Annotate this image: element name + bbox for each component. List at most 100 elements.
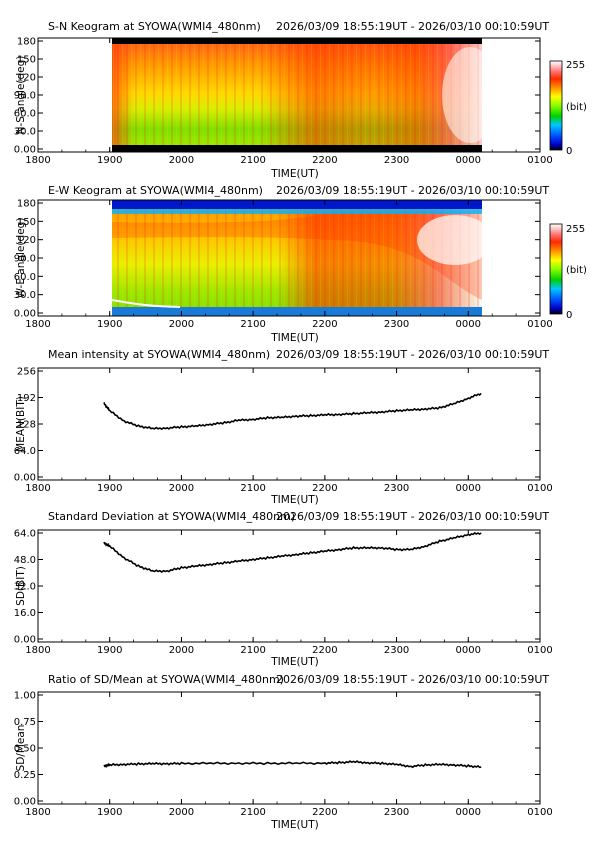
- y-tick-label: 60.0: [14, 109, 36, 120]
- x-tick-label: 0000: [456, 155, 481, 166]
- ratio-frame: [37, 691, 541, 805]
- x-tick-label: 0100: [527, 155, 552, 166]
- x-tick-label: 1900: [97, 807, 122, 818]
- x-tick-label: 0000: [456, 483, 481, 494]
- x-tick-label: 2200: [312, 319, 337, 330]
- y-tick-label: 192: [17, 393, 36, 404]
- x-tick-label: 2200: [312, 807, 337, 818]
- x-tick-label: 1900: [97, 645, 122, 656]
- series-line: [103, 392, 482, 431]
- x-tick-label: 2200: [312, 155, 337, 166]
- x-tick-label: 1900: [97, 319, 122, 330]
- y-tick-label: 0.00: [14, 309, 36, 320]
- ratio-time-range: 2026/03/09 18:55:19UT - 2026/03/10 00:10…: [276, 673, 549, 686]
- x-tick-label: 2100: [240, 807, 265, 818]
- x-tick-label: 1800: [25, 807, 50, 818]
- mean-ylabel: MEAN(BIT): [15, 396, 27, 452]
- y-tick-label: 48.0: [14, 555, 36, 566]
- x-tick-label: 2100: [240, 645, 265, 656]
- ew-keogram-title: E-W Keogram at SYOWA(WMI4_480nm): [48, 184, 263, 197]
- mean-xlabel: TIME(UT): [270, 494, 319, 506]
- ew-colorbar: [549, 223, 563, 315]
- y-tick-label: 0.75: [14, 717, 36, 728]
- sn-colorbar-unit-label: (bit): [566, 102, 587, 113]
- x-tick-label: 1800: [25, 645, 50, 656]
- x-tick-label: 2000: [169, 319, 194, 330]
- x-tick-label: 2300: [384, 483, 409, 494]
- y-tick-label: 30.0: [14, 127, 36, 138]
- x-tick-label: 2000: [169, 483, 194, 494]
- y-tick-label: 120: [17, 235, 36, 246]
- y-tick-label: 16.0: [14, 608, 36, 619]
- y-tick-label: 30.0: [14, 290, 36, 301]
- sn-colorbar-min-label: 0: [566, 146, 572, 157]
- series-line: [103, 531, 482, 573]
- x-tick-label: 0000: [456, 645, 481, 656]
- x-tick-label: 2300: [384, 807, 409, 818]
- x-tick-label: 2000: [169, 155, 194, 166]
- x-tick-label: 1800: [25, 319, 50, 330]
- y-tick-label: 180: [17, 37, 36, 48]
- sn-colorbar: [549, 60, 563, 151]
- y-tick-label: 128: [17, 420, 36, 431]
- x-tick-label: 1900: [97, 483, 122, 494]
- y-tick-label: 90.0: [14, 254, 36, 265]
- y-tick-label: 0.00: [14, 797, 36, 808]
- y-tick-label: 64.0: [14, 529, 36, 540]
- sn-keogram-ylabel: N-S angle(deg): [15, 56, 27, 135]
- sd-panel: Standard Deviation at SYOWA(WMI4_480nm) …: [14, 510, 553, 668]
- sn-colorbar-max-label: 255: [566, 60, 585, 71]
- x-tick-label: 2300: [384, 155, 409, 166]
- x-tick-label: 0000: [456, 807, 481, 818]
- sn-keogram-image: [112, 38, 498, 152]
- y-tick-label: 120: [17, 73, 36, 84]
- ew-colorbar-max-label: 255: [566, 224, 585, 235]
- x-tick-label: 2100: [240, 155, 265, 166]
- sd-title: Standard Deviation at SYOWA(WMI4_480nm): [48, 510, 295, 523]
- x-tick-label: 0100: [527, 483, 552, 494]
- mean-frame: [37, 367, 541, 481]
- x-tick-label: 0100: [527, 645, 552, 656]
- x-tick-label: 0000: [456, 319, 481, 330]
- x-tick-label: 2200: [312, 645, 337, 656]
- x-tick-label: 1800: [25, 483, 50, 494]
- x-tick-label: 1800: [25, 155, 50, 166]
- sd-frame: [37, 529, 541, 643]
- x-tick-label: 2300: [384, 645, 409, 656]
- y-tick-label: 0.00: [14, 635, 36, 646]
- y-tick-label: 150: [17, 55, 36, 66]
- sn-keogram-title: S-N Keogram at SYOWA(WMI4_480nm): [48, 20, 261, 33]
- mean-panel: Mean intensity at SYOWA(WMI4_480nm) 2026…: [14, 348, 553, 506]
- ratio-title: Ratio of SD/Mean at SYOWA(WMI4_480nm): [48, 673, 284, 686]
- x-tick-label: 1900: [97, 155, 122, 166]
- sd-time-range: 2026/03/09 18:55:19UT - 2026/03/10 00:10…: [276, 510, 549, 523]
- ratio-xlabel: TIME(UT): [270, 819, 319, 831]
- sd-xlabel: TIME(UT): [270, 656, 319, 668]
- y-tick-label: 256: [17, 367, 36, 378]
- mean-title: Mean intensity at SYOWA(WMI4_480nm): [48, 348, 270, 361]
- x-tick-label: 2300: [384, 319, 409, 330]
- ratio-panel: Ratio of SD/Mean at SYOWA(WMI4_480nm) 20…: [14, 673, 553, 831]
- ew-colorbar-min-label: 0: [566, 310, 572, 321]
- ew-colorbar-unit-label: (bit): [566, 265, 587, 276]
- x-tick-label: 0100: [527, 319, 552, 330]
- ew-keogram-panel: E-W Keogram at SYOWA(WMI4_480nm) 2026/03…: [14, 184, 587, 344]
- ew-keogram-ylabel: W-E angle(deg): [15, 218, 27, 299]
- y-tick-label: 90.0: [14, 91, 36, 102]
- x-tick-label: 2000: [169, 807, 194, 818]
- sn-keogram-xlabel: TIME(UT): [270, 168, 319, 180]
- x-tick-label: 0100: [527, 807, 552, 818]
- sn-keogram-panel: S-N Keogram at SYOWA(WMI4_480nm) 2026/03…: [14, 20, 587, 180]
- y-tick-label: 64.0: [14, 446, 36, 457]
- sd-ylabel: SD(BIT): [15, 566, 27, 606]
- y-tick-label: 32.0: [14, 582, 36, 593]
- mean-time-range: 2026/03/09 18:55:19UT - 2026/03/10 00:10…: [276, 348, 549, 361]
- y-tick-label: 60.0: [14, 272, 36, 283]
- y-tick-label: 0.25: [14, 770, 36, 781]
- x-tick-label: 2000: [169, 645, 194, 656]
- y-tick-label: 0.00: [14, 473, 36, 484]
- y-tick-label: 1.00: [14, 691, 36, 702]
- series-line: [103, 760, 482, 769]
- y-tick-label: 150: [17, 217, 36, 228]
